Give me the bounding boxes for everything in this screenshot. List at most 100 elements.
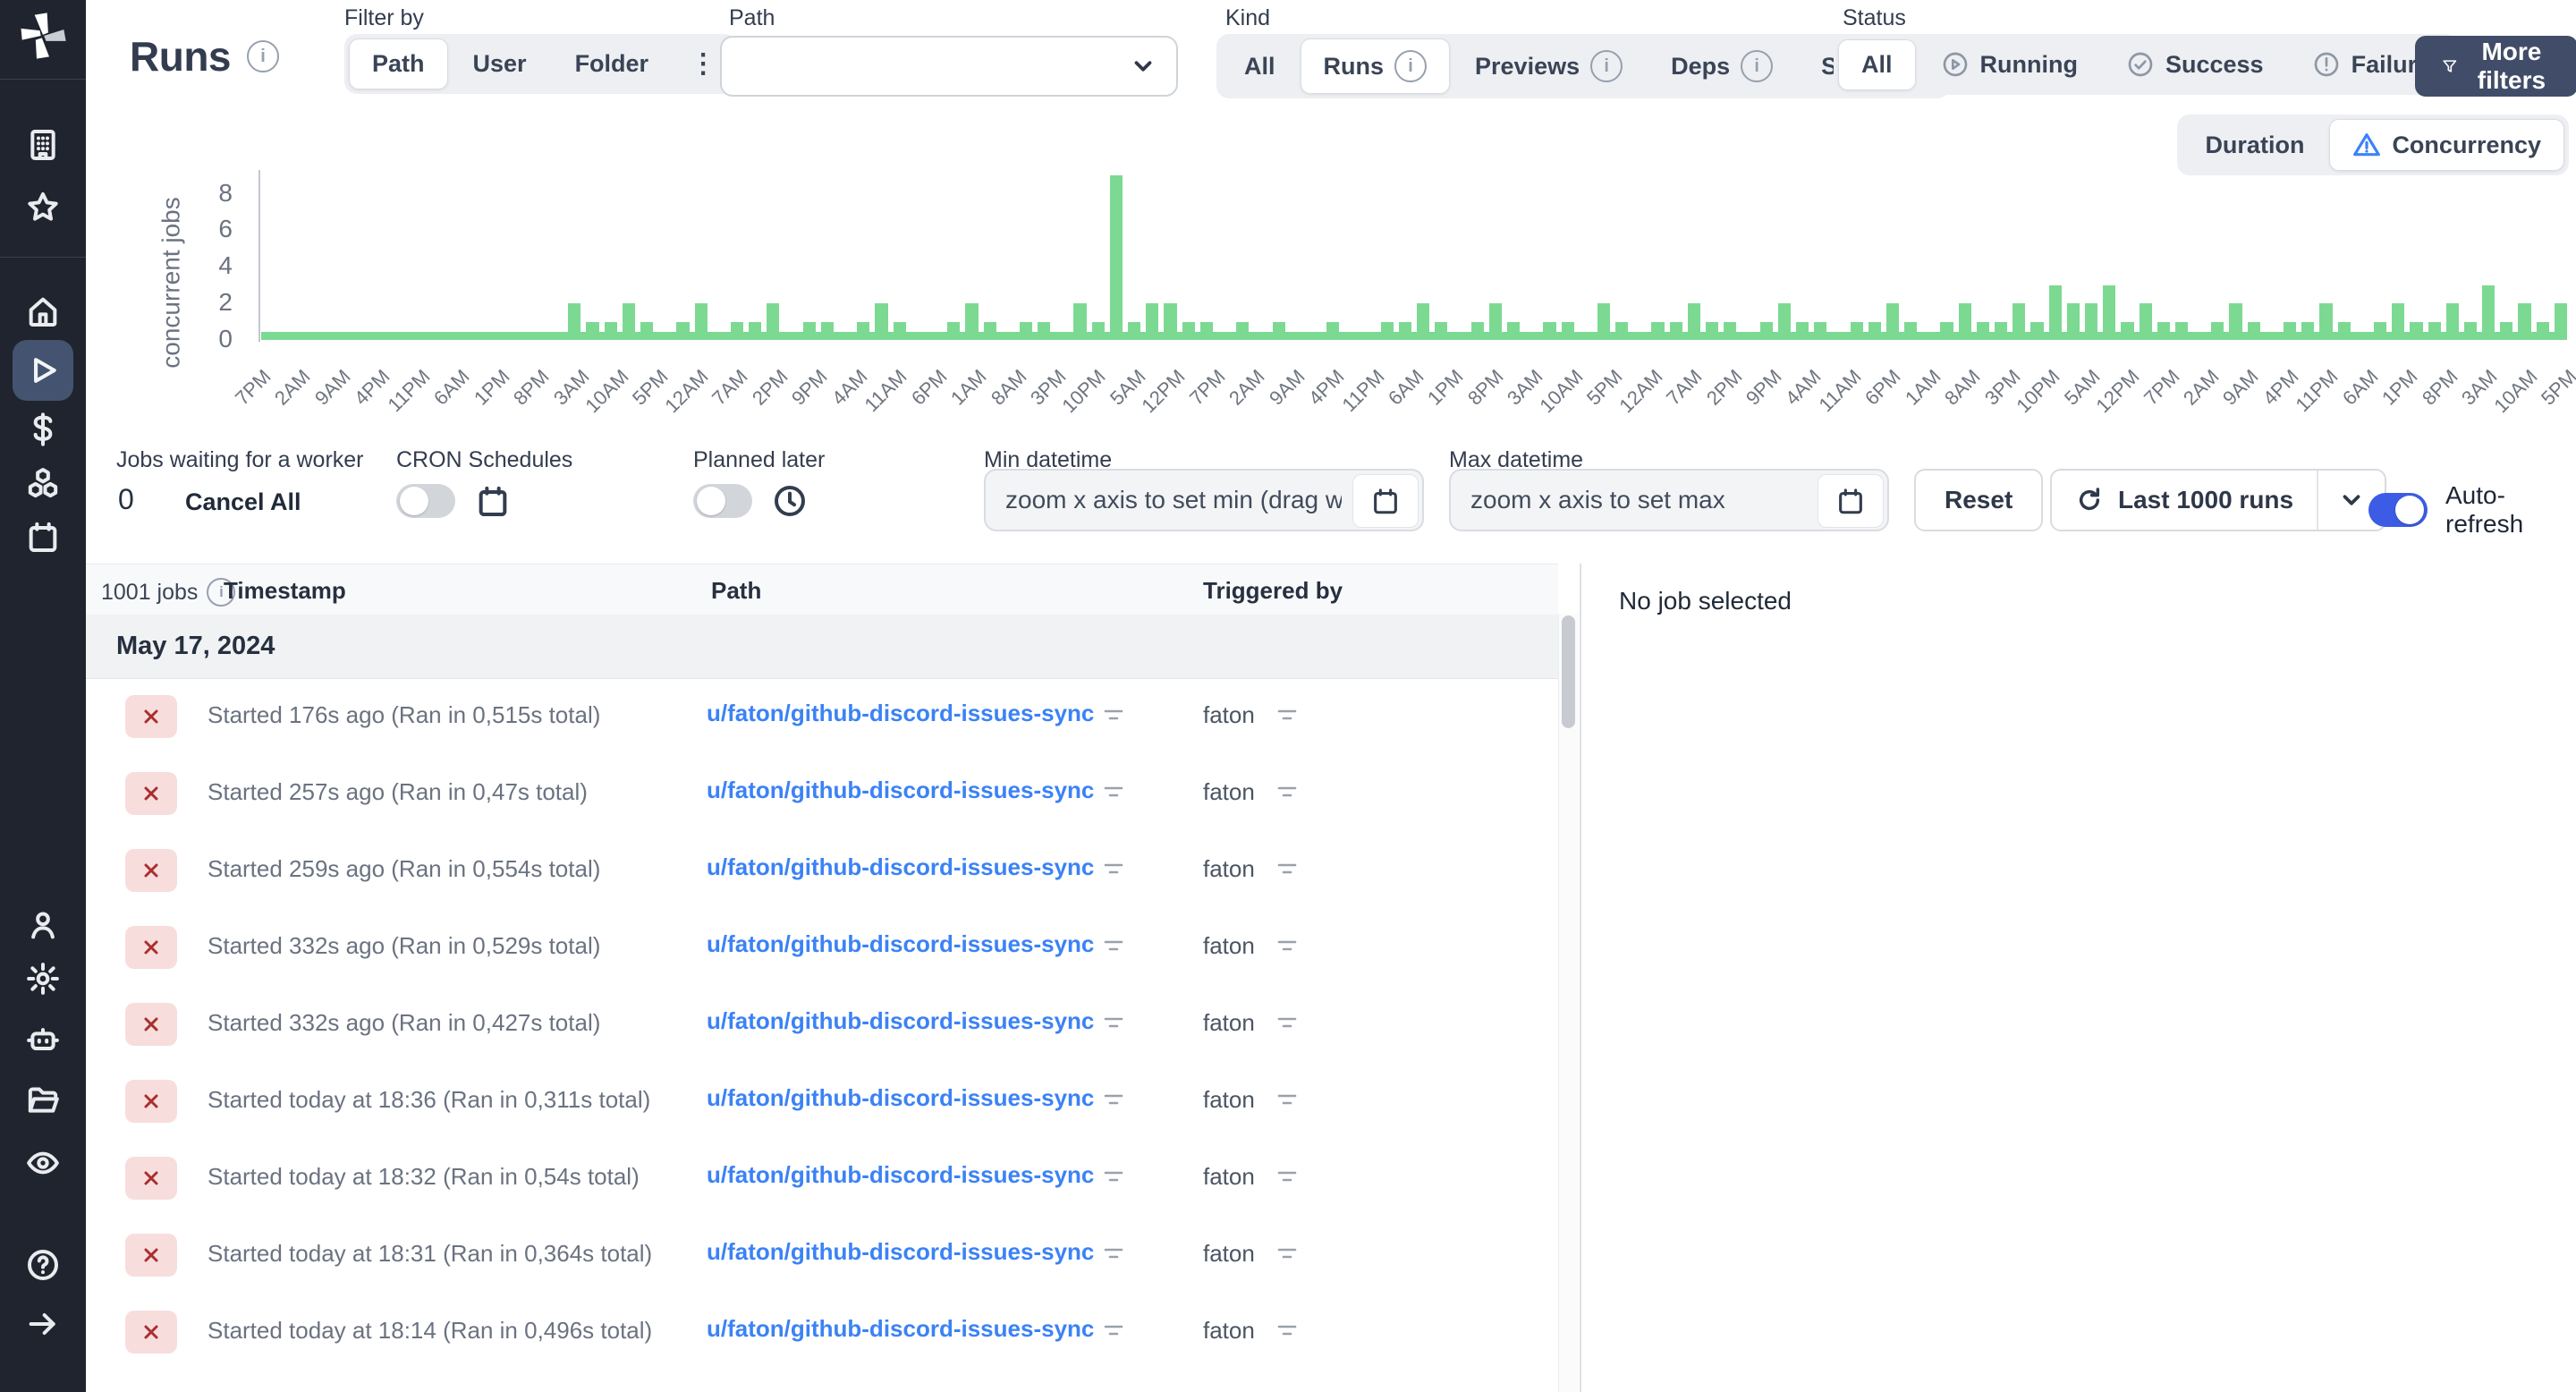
sidebar-item-runs play-icon[interactable] (13, 340, 73, 401)
reset-button[interactable]: Reset (1914, 469, 2044, 531)
job-path-link[interactable]: u/faton/github-discord-issues-sync (707, 1238, 1095, 1265)
job-path-link[interactable]: u/faton/github-discord-issues-sync (707, 777, 1095, 803)
job-row[interactable]: Started 257s ago (Ran in 0,47s total) u/… (86, 755, 1558, 832)
sidebar-item-settings gear-icon[interactable] (0, 954, 86, 1004)
cancel-all-button[interactable]: Cancel All (185, 488, 301, 515)
panel-divider[interactable] (1580, 564, 1581, 1392)
clock-icon[interactable] (772, 483, 808, 519)
sidebar-item-folders folder-icon[interactable] (0, 1075, 86, 1125)
sidebar-item-workers robot-icon[interactable] (0, 1014, 86, 1065)
column-header-path[interactable]: Path (711, 577, 762, 604)
filter-by-user-icon[interactable] (1275, 1090, 1299, 1109)
planned-later-toggle[interactable] (693, 484, 752, 518)
sidebar-item-audit eye-icon[interactable] (0, 1138, 86, 1188)
filter-by-path-icon[interactable] (1102, 1013, 1125, 1032)
failure-status-icon (125, 1311, 177, 1354)
concurrency-tab[interactable]: Concurrency (2329, 119, 2564, 171)
filter-by-path-icon[interactable] (1102, 1320, 1125, 1340)
status-running-button[interactable]: Running (1918, 38, 2101, 90)
filter-by-user-icon[interactable] (1275, 1243, 1299, 1263)
x-tick-label: 8PM (2417, 365, 2462, 410)
filter-by-path-icon[interactable] (1102, 1167, 1125, 1186)
sidebar-divider (0, 79, 86, 80)
job-path-link[interactable]: u/faton/github-discord-issues-sync (707, 1315, 1095, 1342)
scrollbar-thumb[interactable] (1562, 615, 1575, 728)
column-header-triggered-by[interactable]: Triggered by (1203, 577, 1343, 604)
job-path-link[interactable]: u/faton/github-discord-issues-sync (707, 700, 1095, 726)
filter-by-path-icon[interactable] (1102, 782, 1125, 802)
column-header-timestamp[interactable]: Timestamp (224, 577, 346, 604)
job-row[interactable]: Started 259s ago (Ran in 0,554s total) u… (86, 832, 1558, 909)
duration-tab[interactable]: Duration (2205, 131, 2305, 158)
job-path-link[interactable]: u/faton/github-discord-issues-sync (707, 1007, 1095, 1034)
filter-by-path-button[interactable]: Path (349, 38, 448, 89)
job-path-link[interactable]: u/faton/github-discord-issues-sync (707, 1161, 1095, 1188)
concurrency-bar (2392, 303, 2405, 340)
cron-schedules-toggle[interactable] (396, 484, 455, 518)
min-datetime-calendar-button[interactable] (1352, 474, 1419, 528)
job-row[interactable]: Started today at 18:31 (Ran in 0,364s to… (86, 1217, 1558, 1294)
max-datetime-input[interactable] (1449, 469, 1889, 531)
status-success-button[interactable]: Success (2103, 38, 2287, 90)
sidebar-item-home home-icon[interactable] (0, 286, 86, 336)
sidebar-item-resources cubes-icon[interactable] (0, 458, 86, 508)
filter-by-user-icon[interactable] (1275, 1013, 1299, 1032)
sidebar-item-schedules calendar-icon[interactable] (0, 512, 86, 562)
filter-by-user-icon[interactable] (1275, 1320, 1299, 1340)
windmill-logo[interactable] (18, 11, 68, 61)
info-icon[interactable]: i (1590, 50, 1623, 82)
x-tick-label: 11PM (383, 365, 435, 417)
min-datetime-input[interactable] (984, 469, 1424, 531)
x-tick-label: 12AM (660, 365, 713, 418)
max-datetime-calendar-button[interactable] (1818, 474, 1884, 528)
sidebar-item-variables dollar-icon[interactable] (0, 404, 86, 454)
job-row[interactable]: Started today at 18:32 (Ran in 0,54s tot… (86, 1140, 1558, 1217)
refresh-runs-button[interactable]: Last 1000 runs (2052, 471, 2317, 530)
info-icon[interactable]: i (247, 40, 279, 72)
info-icon[interactable]: i (207, 578, 236, 607)
filter-by-path-icon[interactable] (1102, 1090, 1125, 1109)
filter-by-user-icon[interactable] (1275, 859, 1299, 878)
job-row[interactable]: Started today at 18:14 (Ran in 0,496s to… (86, 1294, 1558, 1371)
filter-by-user-button[interactable]: User (472, 50, 527, 77)
filter-by-path-icon[interactable] (1102, 936, 1125, 955)
job-row[interactable]: Started 332s ago (Ran in 0,427s total) u… (86, 986, 1558, 1063)
filter-by-user-icon[interactable] (1275, 1167, 1299, 1186)
job-path-link[interactable]: u/faton/github-discord-issues-sync (707, 930, 1095, 957)
job-timestamp: Started 176s ago (Ran in 0,515s total) (208, 701, 601, 728)
filter-by-path-icon[interactable] (1102, 705, 1125, 725)
kind-previews-button[interactable]: Previews i (1452, 38, 1646, 94)
job-path-link[interactable]: u/faton/github-discord-issues-sync (707, 853, 1095, 880)
job-row[interactable]: Started 332s ago (Ran in 0,529s total) u… (86, 909, 1558, 986)
job-triggered-by: faton (1203, 855, 1255, 882)
kebab-menu-icon[interactable]: ⋮ (690, 49, 717, 79)
filter-by-user-icon[interactable] (1275, 782, 1299, 802)
sidebar-item-workspace building-icon[interactable] (0, 120, 86, 170)
job-row[interactable]: Started today at 18:36 (Ran in 0,311s to… (86, 1063, 1558, 1140)
status-all-button[interactable]: All (1838, 38, 1916, 90)
kind-all-button[interactable]: All (1244, 52, 1275, 80)
filter-by-path-icon[interactable] (1102, 859, 1125, 878)
more-filters-button[interactable]: More filters (2415, 36, 2576, 97)
info-icon[interactable]: i (1394, 50, 1428, 82)
sidebar-item-help help-icon[interactable] (0, 1240, 86, 1290)
calendar-icon[interactable] (475, 483, 511, 519)
info-icon[interactable]: i (1741, 50, 1774, 82)
job-row[interactable]: Started 176s ago (Ran in 0,515s total) u… (86, 678, 1558, 755)
filter-by-folder-button[interactable]: Folder (574, 50, 649, 77)
sidebar-item-users user-icon[interactable] (0, 900, 86, 950)
auto-refresh-toggle[interactable] (2368, 493, 2428, 527)
runs-limit-dropdown-button[interactable] (2317, 471, 2385, 530)
job-path-link[interactable]: u/faton/github-discord-issues-sync (707, 1084, 1095, 1111)
filter-by-user-icon[interactable] (1275, 705, 1299, 725)
sidebar-expand arrow-right-icon[interactable] (0, 1299, 86, 1349)
kind-runs-button[interactable]: Runs i (1300, 38, 1451, 94)
sidebar-item-favorites star-icon[interactable] (0, 182, 86, 233)
filter-by-user-icon[interactable] (1275, 936, 1299, 955)
kind-deps-button[interactable]: Deps i (1648, 38, 1796, 94)
filter-by-path-icon[interactable] (1102, 1243, 1125, 1263)
concurrency-bar-chart[interactable] (261, 172, 2567, 340)
jobs-list-scrollbar[interactable] (1558, 614, 1579, 1392)
path-select[interactable] (720, 36, 1178, 97)
